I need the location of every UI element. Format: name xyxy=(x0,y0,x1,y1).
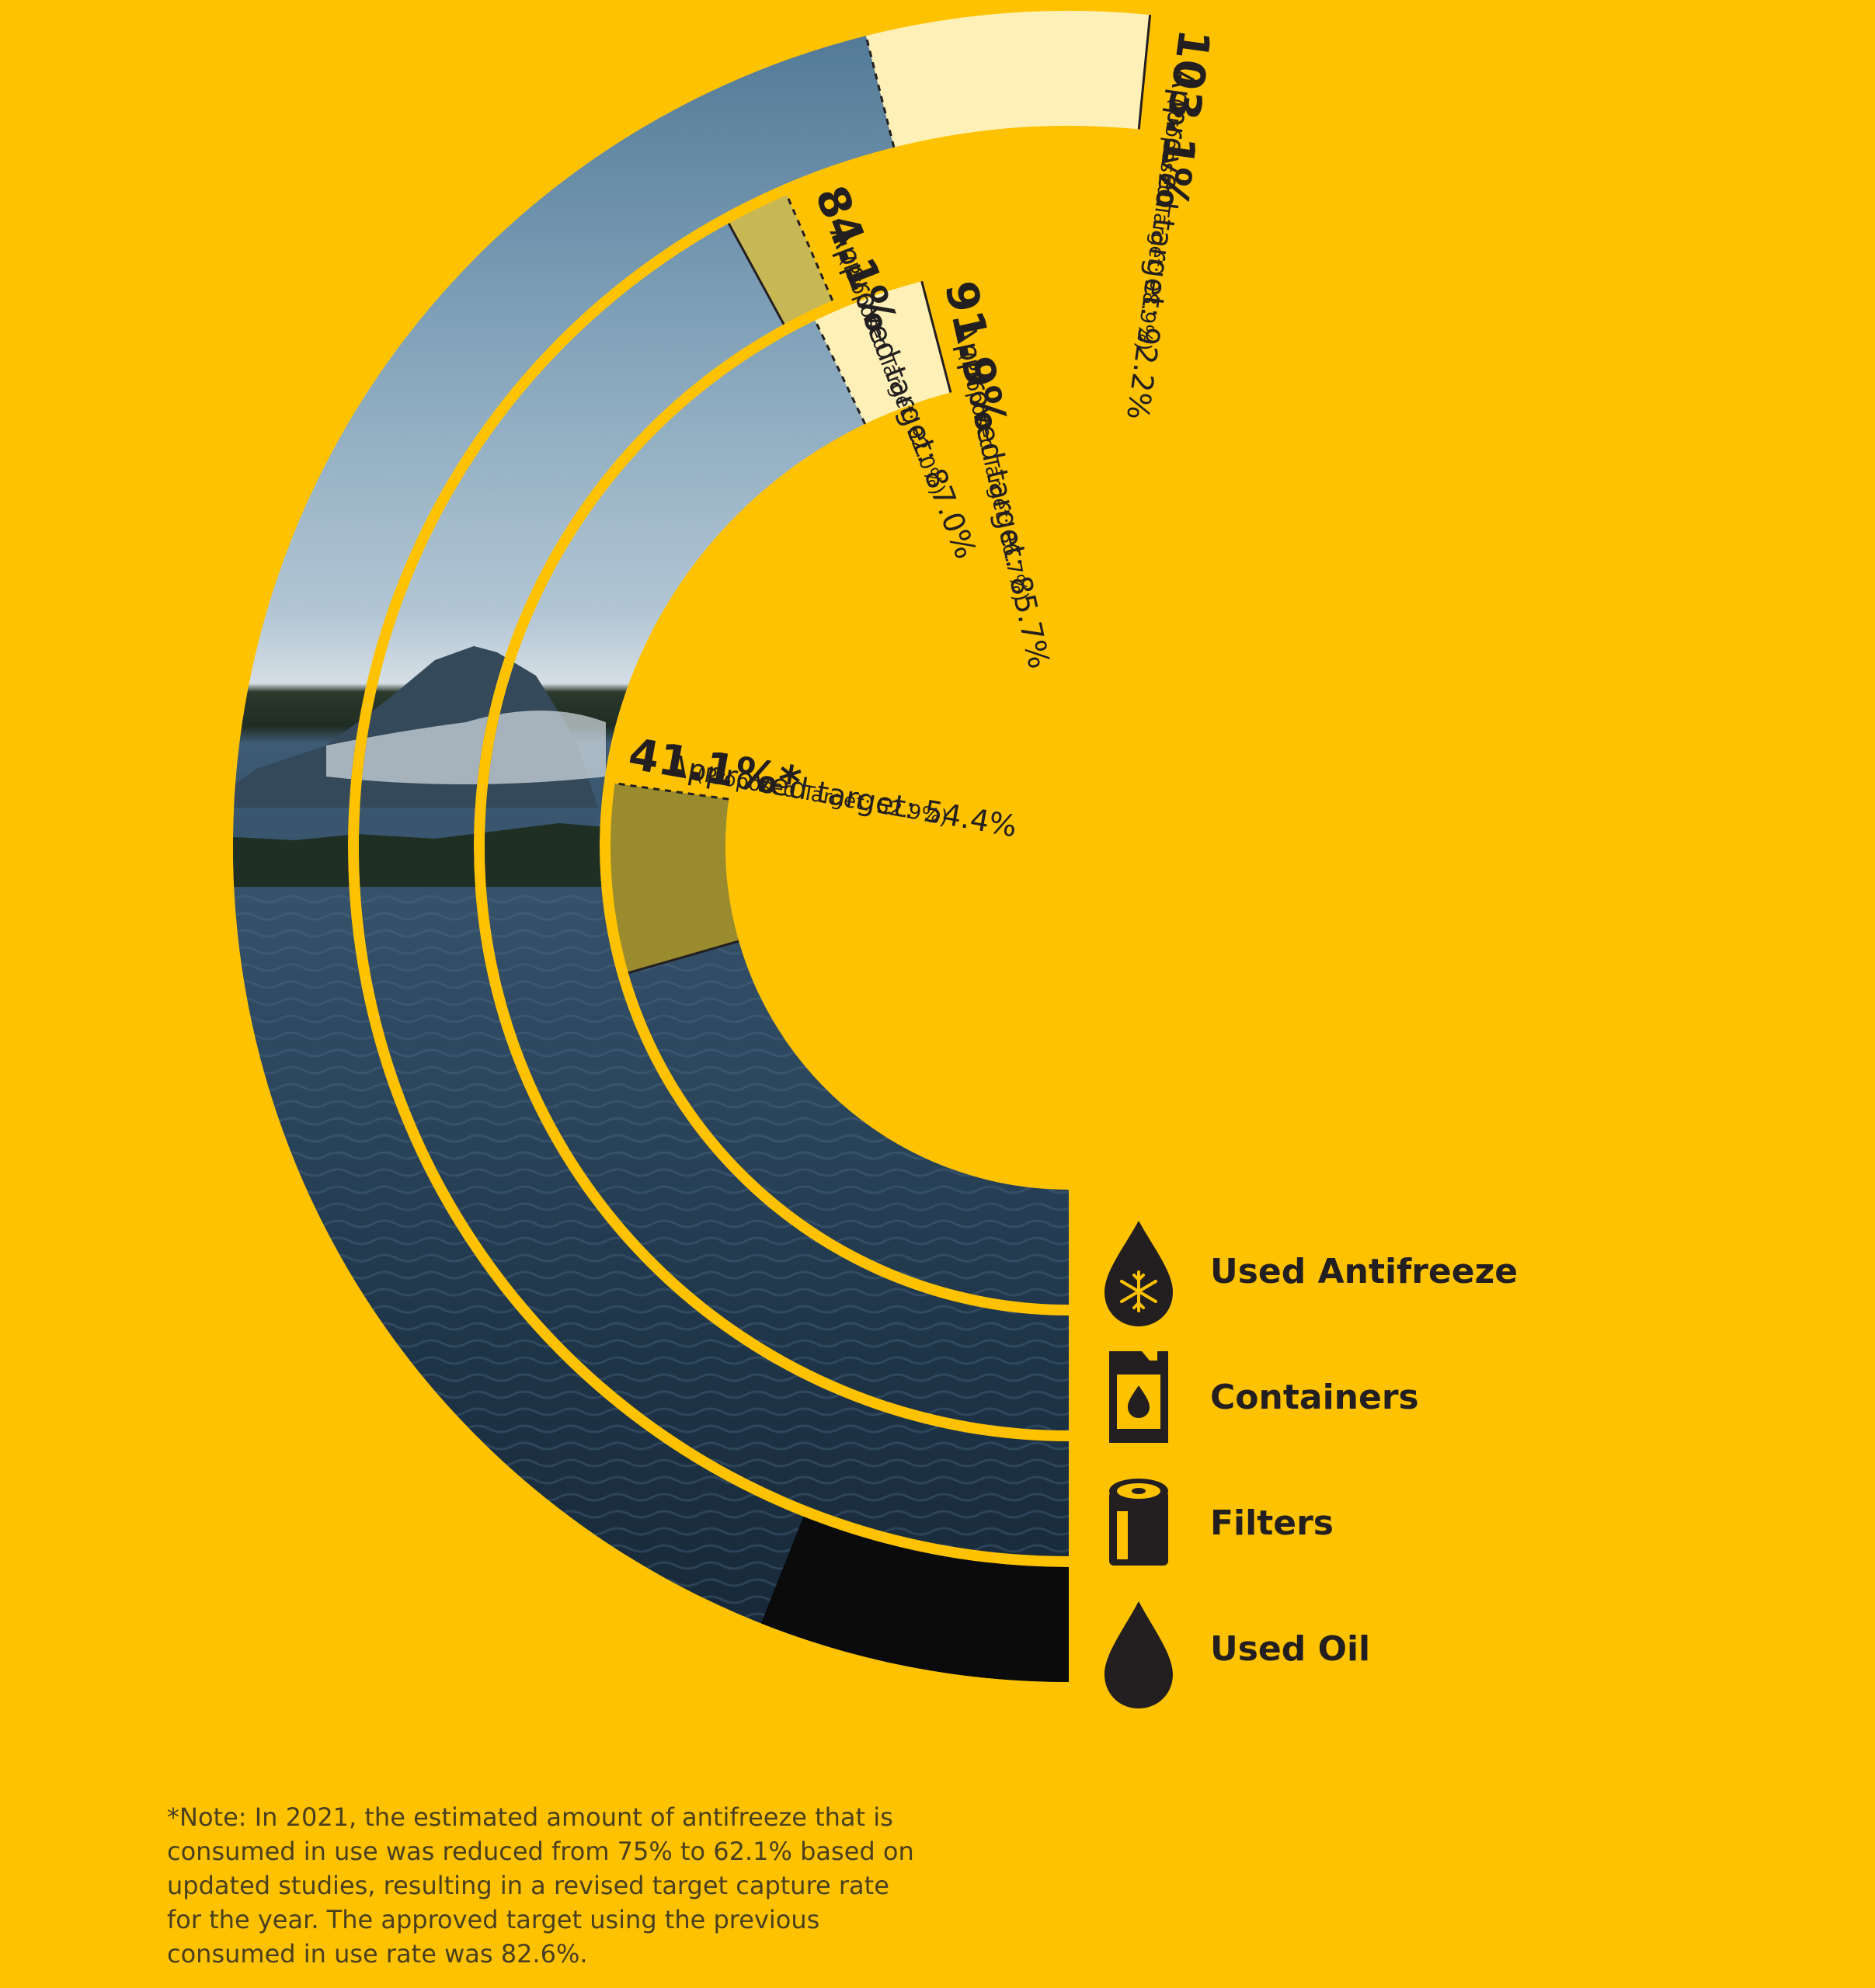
value-marker-filters xyxy=(727,222,785,325)
target-marker-used-oil xyxy=(864,35,896,148)
value-marker-containers xyxy=(920,280,952,393)
ring-gap-used-antifreeze xyxy=(611,783,739,973)
antifreeze-drop-icon xyxy=(1104,1221,1173,1326)
rings-group xyxy=(611,11,1152,1682)
value-marker-used-oil xyxy=(1137,14,1152,130)
oil-filter-icon xyxy=(1109,1479,1168,1566)
legend: Used Antifreeze Containers Filters xyxy=(1104,1221,1518,1708)
ring-gap-filters xyxy=(729,195,833,325)
legend-item-filters: Filters xyxy=(1109,1479,1334,1566)
legend-label-containers: Containers xyxy=(1210,1378,1419,1417)
target-marker-used-antifreeze xyxy=(614,782,729,801)
target-marker-filters xyxy=(785,194,834,301)
legend-label-used-oil: Used Oil xyxy=(1210,1629,1370,1669)
used-oil-base-band xyxy=(760,1516,1069,1682)
oil-drop-icon xyxy=(1104,1601,1173,1708)
container-jug-icon xyxy=(1109,1351,1168,1443)
forest-line xyxy=(232,823,606,887)
value-marker-used-antifreeze xyxy=(628,940,739,975)
legend-label-filters: Filters xyxy=(1210,1503,1334,1543)
ring-tail-used-oil xyxy=(1069,1567,1072,1682)
footnote: *Note: In 2021, the estimated amount of … xyxy=(167,1802,914,1969)
legend-label-used-antifreeze: Used Antifreeze xyxy=(1210,1252,1518,1291)
target-marker-containers xyxy=(814,319,867,425)
ring-tail-used-antifreeze xyxy=(1069,1190,1072,1305)
legend-item-used-oil: Used Oil xyxy=(1104,1601,1370,1708)
ring-gap-used-oil xyxy=(865,11,1150,148)
legend-item-used-antifreeze: Used Antifreeze xyxy=(1104,1221,1518,1326)
ring-tail-containers xyxy=(1069,1315,1072,1430)
ring-tail-filters xyxy=(1069,1441,1072,1556)
legend-item-containers: Containers xyxy=(1109,1351,1419,1443)
